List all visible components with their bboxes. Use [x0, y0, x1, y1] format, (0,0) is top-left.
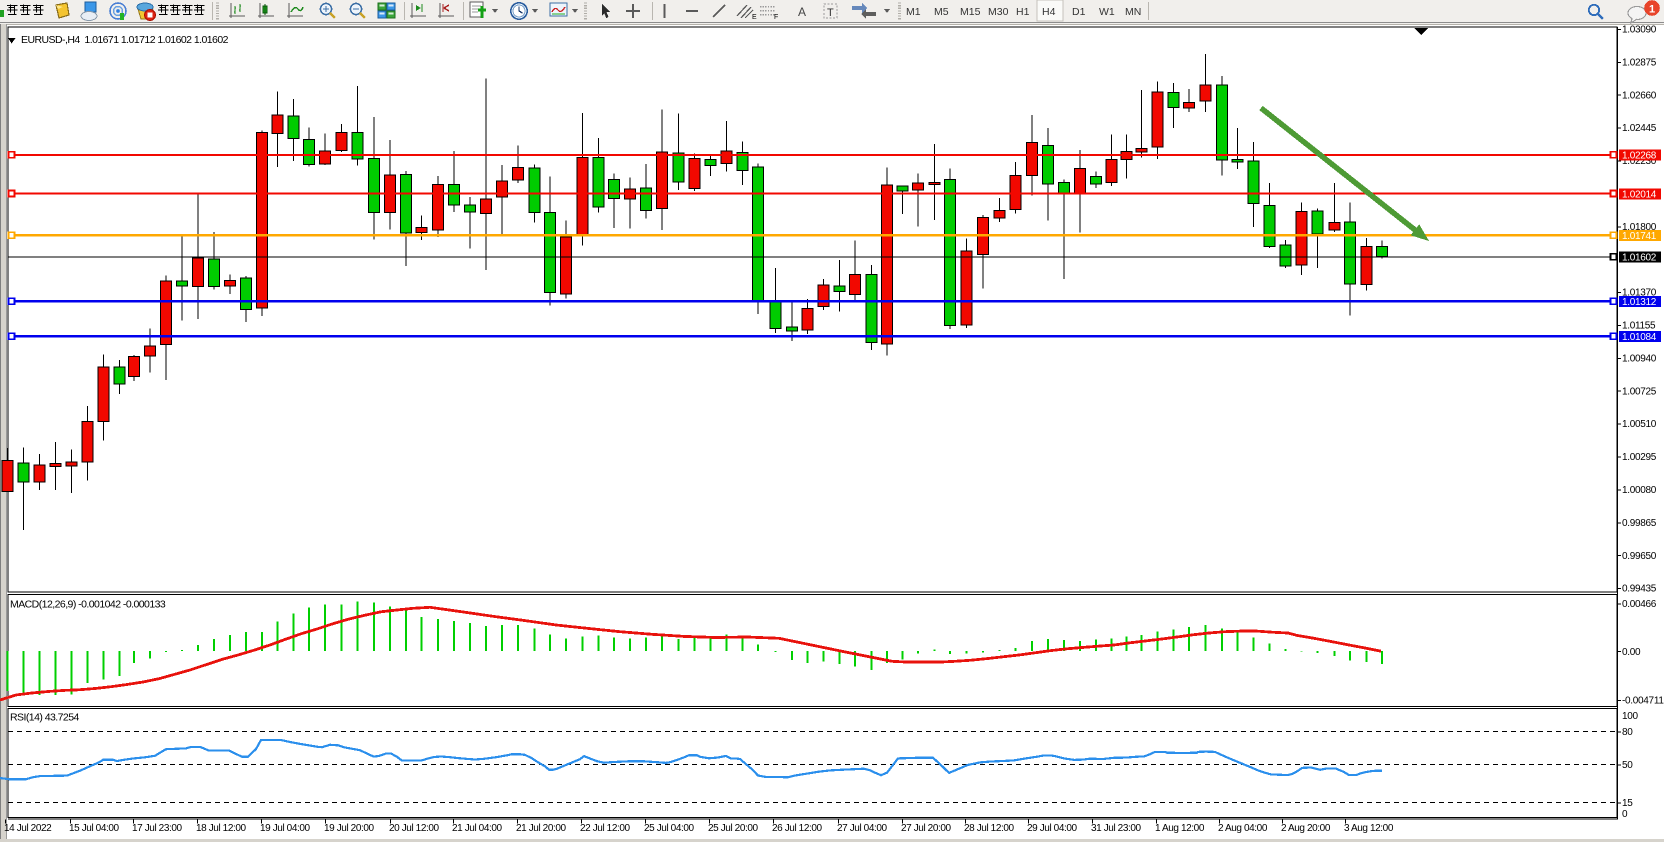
svg-text:19 Jul 20:00: 19 Jul 20:00 — [324, 823, 375, 834]
svg-text:27 Jul 20:00: 27 Jul 20:00 — [901, 823, 952, 834]
svg-text:1.02445: 1.02445 — [1622, 123, 1657, 134]
svg-text:29 Jul 04:00: 29 Jul 04:00 — [1027, 823, 1078, 834]
svg-text:26 Jul 12:00: 26 Jul 12:00 — [772, 823, 823, 834]
svg-text:3 Aug 12:00: 3 Aug 12:00 — [1344, 823, 1394, 834]
svg-text:19 Jul 04:00: 19 Jul 04:00 — [260, 823, 311, 834]
svg-text:1.00080: 1.00080 — [1622, 485, 1657, 496]
svg-text:MN: MN — [1125, 6, 1141, 18]
svg-text:31 Jul 23:00: 31 Jul 23:00 — [1091, 823, 1142, 834]
svg-text:H4: H4 — [1042, 6, 1056, 18]
svg-text:18 Jul 12:00: 18 Jul 12:00 — [196, 823, 247, 834]
svg-text:0.99435: 0.99435 — [1622, 584, 1657, 595]
svg-text:1: 1 — [1649, 4, 1655, 16]
svg-text:1.01800: 1.01800 — [1622, 222, 1657, 233]
svg-text:EURUSD-,H4 1.01671 1.01712 1.: EURUSD-,H4 1.01671 1.01712 1.01602 1.016… — [21, 34, 229, 46]
svg-text:1.02875: 1.02875 — [1622, 57, 1657, 68]
svg-text:14 Jul 2022: 14 Jul 2022 — [4, 823, 52, 834]
svg-text:21 Jul 04:00: 21 Jul 04:00 — [452, 823, 503, 834]
svg-text:1.01312: 1.01312 — [1622, 297, 1657, 308]
svg-text:F: F — [774, 14, 778, 21]
svg-text:80: 80 — [1622, 727, 1633, 738]
svg-text:2 Aug 04:00: 2 Aug 04:00 — [1218, 823, 1268, 834]
svg-text:T: T — [827, 7, 834, 19]
svg-text:0: 0 — [1622, 809, 1628, 820]
svg-text:A: A — [798, 5, 806, 19]
svg-text:50: 50 — [1622, 760, 1633, 771]
svg-text:0.00: 0.00 — [1622, 647, 1641, 658]
svg-text:1.00725: 1.00725 — [1622, 386, 1657, 397]
svg-text:27 Jul 04:00: 27 Jul 04:00 — [837, 823, 888, 834]
svg-text:1.02230: 1.02230 — [1622, 156, 1657, 167]
svg-text:1.02268: 1.02268 — [1622, 151, 1657, 162]
svg-text:D1: D1 — [1072, 6, 1086, 18]
svg-text:0.99865: 0.99865 — [1622, 518, 1657, 529]
svg-text:25 Jul 04:00: 25 Jul 04:00 — [644, 823, 695, 834]
svg-text:1.00510: 1.00510 — [1622, 419, 1657, 430]
svg-text:1.01155: 1.01155 — [1622, 321, 1656, 332]
svg-text:15 Jul 04:00: 15 Jul 04:00 — [69, 823, 120, 834]
svg-text:22 Jul 12:00: 22 Jul 12:00 — [580, 823, 631, 834]
svg-text:M5: M5 — [934, 6, 949, 18]
svg-text:1.03090: 1.03090 — [1622, 25, 1657, 36]
svg-text:0.99650: 0.99650 — [1622, 551, 1657, 562]
svg-text:20 Jul 12:00: 20 Jul 12:00 — [389, 823, 440, 834]
svg-text:E: E — [752, 14, 757, 21]
svg-text:15: 15 — [1622, 798, 1633, 809]
svg-text:1 Aug 12:00: 1 Aug 12:00 — [1155, 823, 1205, 834]
svg-text:100: 100 — [1622, 711, 1639, 722]
svg-text:1.01370: 1.01370 — [1622, 288, 1657, 299]
svg-text:W1: W1 — [1099, 6, 1115, 18]
svg-text:28 Jul 12:00: 28 Jul 12:00 — [964, 823, 1015, 834]
svg-text:1.02660: 1.02660 — [1622, 90, 1657, 101]
svg-text:1.01084: 1.01084 — [1622, 332, 1657, 343]
svg-text:0.00466: 0.00466 — [1622, 599, 1657, 610]
svg-text:1.01741: 1.01741 — [1622, 231, 1657, 242]
svg-text:21 Jul 20:00: 21 Jul 20:00 — [516, 823, 567, 834]
svg-text:1.00295: 1.00295 — [1622, 452, 1657, 463]
svg-text:1.02014: 1.02014 — [1622, 189, 1657, 200]
svg-text:2 Aug 20:00: 2 Aug 20:00 — [1281, 823, 1331, 834]
svg-text:H1: H1 — [1016, 6, 1030, 18]
svg-text:MACD(12,26,9) -0.001042 -0.000: MACD(12,26,9) -0.001042 -0.000133 — [10, 599, 166, 611]
svg-text:25 Jul 20:00: 25 Jul 20:00 — [708, 823, 759, 834]
svg-text:M30: M30 — [988, 6, 1009, 18]
svg-text:17 Jul 23:00: 17 Jul 23:00 — [132, 823, 183, 834]
svg-text:-0.004711: -0.004711 — [1622, 696, 1664, 707]
svg-text:M15: M15 — [960, 6, 981, 18]
svg-text:1.00940: 1.00940 — [1622, 353, 1657, 364]
svg-text:RSI(14) 43.7254: RSI(14) 43.7254 — [10, 712, 80, 724]
svg-text:1.01602: 1.01602 — [1622, 253, 1657, 264]
svg-text:M1: M1 — [906, 6, 921, 18]
